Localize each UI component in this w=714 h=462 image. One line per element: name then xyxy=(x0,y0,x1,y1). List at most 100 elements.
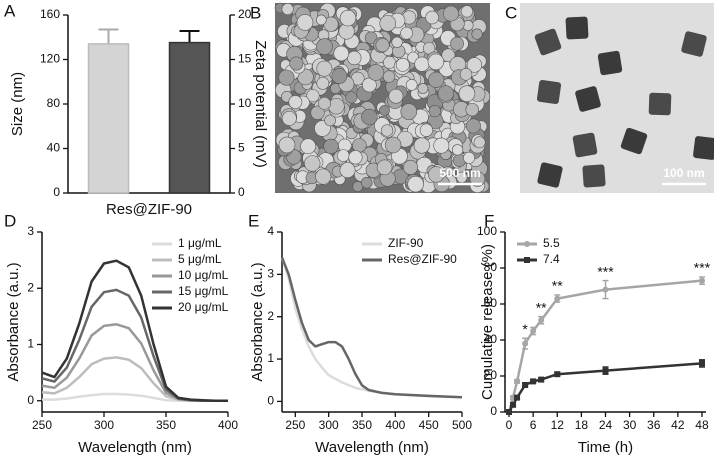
particle xyxy=(375,38,390,53)
legend-label: 5.5 xyxy=(543,236,560,250)
particle xyxy=(318,96,331,110)
particle xyxy=(281,110,297,126)
bar xyxy=(168,41,211,194)
nanocrystal xyxy=(597,50,623,76)
particle xyxy=(428,166,445,183)
particle xyxy=(407,175,424,193)
y-tick-label: 80 xyxy=(47,96,61,110)
particle xyxy=(433,137,450,154)
marker xyxy=(554,371,561,378)
particle xyxy=(428,71,445,88)
x-tick-label: 250 xyxy=(285,418,305,432)
particle xyxy=(345,91,358,104)
series-line xyxy=(280,257,463,399)
y-tick-label: 1 xyxy=(27,337,34,351)
particle xyxy=(323,138,339,155)
panel-letter: A xyxy=(4,1,16,20)
y-tick-label: 0 xyxy=(27,393,34,407)
particle xyxy=(384,136,402,154)
particle xyxy=(382,70,396,83)
particle xyxy=(473,136,486,149)
scale-bar-label: 100 nm xyxy=(663,166,704,180)
y-tick-label: 60 xyxy=(484,296,498,310)
x-tick-label: 48 xyxy=(695,418,709,432)
y-tick-label: 10 xyxy=(238,96,252,110)
nanocrystal xyxy=(693,136,714,160)
marker xyxy=(538,317,545,324)
particle xyxy=(450,36,464,51)
nanocrystal xyxy=(582,164,606,188)
marker xyxy=(506,409,513,415)
x-axis-title: Time (h) xyxy=(578,439,633,456)
particle xyxy=(361,108,378,126)
scale-bar-label: 500 nm xyxy=(439,166,480,180)
x-tick-label: 42 xyxy=(671,418,685,432)
particle xyxy=(460,5,473,18)
x-tick-label: 350 xyxy=(352,418,372,432)
significance: *** xyxy=(694,260,711,276)
marker xyxy=(514,394,521,401)
particle xyxy=(337,149,350,162)
particle xyxy=(451,144,464,156)
legend-label: 20 μg/mL xyxy=(178,300,229,314)
y-tick-label: 15 xyxy=(238,52,252,66)
y2-axis-title: Zeta potential (mV) xyxy=(252,40,269,168)
particle xyxy=(333,45,350,62)
particle xyxy=(400,26,413,40)
particle xyxy=(339,9,357,27)
particle xyxy=(471,28,483,40)
particle xyxy=(348,150,363,165)
y-tick-label: 2 xyxy=(267,309,274,323)
x-tick-label: 24 xyxy=(599,418,613,432)
y-tick-label: 100 xyxy=(477,224,497,238)
legend-label: 7.4 xyxy=(543,252,560,266)
marker xyxy=(602,286,609,293)
y-tick-label: 40 xyxy=(484,332,498,346)
particle xyxy=(469,171,486,187)
y-tick-label: 1 xyxy=(267,351,274,365)
marker xyxy=(510,401,517,408)
panel-letter: F xyxy=(484,211,494,230)
particle xyxy=(437,85,455,102)
particle xyxy=(405,79,418,91)
nanocrystal xyxy=(534,28,562,56)
x-tick-label: 300 xyxy=(94,418,114,432)
particle xyxy=(315,168,332,185)
particle xyxy=(413,137,430,154)
particle xyxy=(443,5,459,22)
particle xyxy=(428,105,441,118)
particle xyxy=(316,76,330,90)
legend-label: ZIF-90 xyxy=(388,236,424,250)
series-line xyxy=(41,259,228,403)
y-tick-label: 80 xyxy=(484,260,498,274)
marker xyxy=(514,378,521,385)
legend-label: 10 μg/mL xyxy=(178,268,229,282)
x-tick-label: 400 xyxy=(385,418,405,432)
x-tick-label: 500 xyxy=(452,418,472,432)
y-tick-label: 5 xyxy=(238,141,245,155)
marker xyxy=(698,277,705,284)
particle xyxy=(315,14,327,26)
particle xyxy=(465,102,479,117)
x-tick-label: 36 xyxy=(647,418,661,432)
particle xyxy=(427,53,445,71)
panel-letter: C xyxy=(505,3,517,22)
particle xyxy=(300,138,316,155)
x-tick-label: 12 xyxy=(551,418,565,432)
particle xyxy=(380,124,394,137)
particle xyxy=(361,77,377,93)
x-tick-label: 300 xyxy=(319,418,339,432)
particle xyxy=(328,97,345,115)
significance: ** xyxy=(552,278,563,294)
marker xyxy=(522,340,529,347)
nanocrystal xyxy=(575,86,601,112)
particle xyxy=(403,159,419,175)
y-tick-label: 20 xyxy=(238,7,252,21)
bar xyxy=(87,43,130,194)
particle xyxy=(361,176,373,189)
x-tick-label: 450 xyxy=(419,418,439,432)
particle xyxy=(331,68,348,84)
nanocrystal xyxy=(620,127,648,155)
y-tick-label: 120 xyxy=(40,52,60,66)
